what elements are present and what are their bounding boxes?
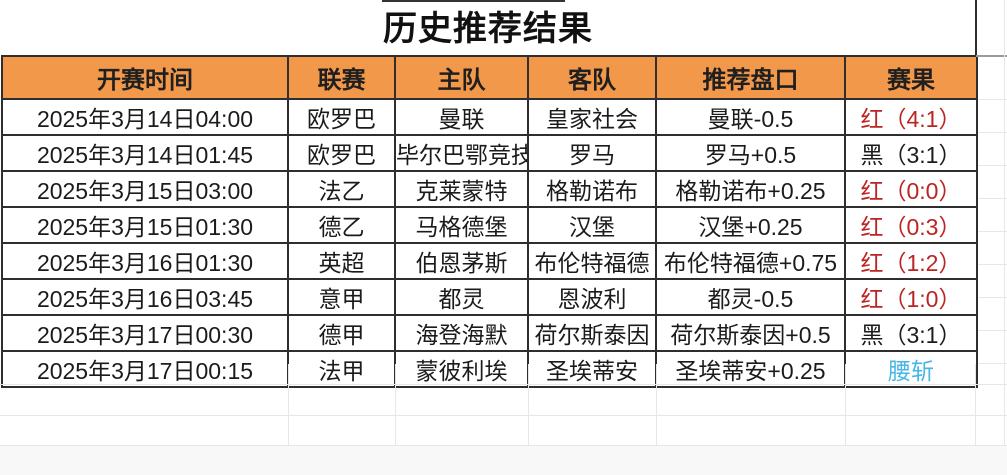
cell-league: 法甲 [287, 350, 396, 388]
cell-home-team: 克莱蒙特 [394, 170, 529, 208]
gridline-right-row [978, 198, 1007, 199]
gridline-right-row [978, 165, 1007, 166]
cell-league: 德甲 [287, 314, 396, 352]
cell-league: 欧罗巴 [287, 98, 396, 136]
gridline-empty-row [0, 415, 1007, 416]
cell-handicap: 曼联-0.5 [655, 98, 846, 136]
cell-away-team: 格勒诺布 [527, 170, 657, 208]
cell-away-team: 皇家社会 [527, 98, 657, 136]
gridline-col [845, 364, 846, 475]
cell-result: 红（0:3） [844, 206, 978, 244]
gridline-col [528, 364, 529, 475]
gridline-right-row [978, 330, 1007, 331]
cell-kickoff-time: 2025年3月16日01:30 [1, 242, 289, 280]
cell-away-team: 圣埃蒂安 [527, 350, 657, 388]
bottom-strip [0, 446, 1007, 475]
gridline-col [395, 364, 396, 475]
cell-result: 腰斩 [844, 350, 978, 388]
cell-away-team: 荷尔斯泰因 [527, 314, 657, 352]
cell-result: 黑（3:1） [844, 134, 978, 172]
gridline-right-table-border-top [975, 0, 977, 55]
cell-league: 德乙 [287, 206, 396, 244]
cell-league: 法乙 [287, 170, 396, 208]
cell-handicap: 格勒诺布+0.25 [655, 170, 846, 208]
cell-handicap: 罗马+0.5 [655, 134, 846, 172]
table-row: 2025年3月16日03:45 意甲 都灵 恩波利 都灵-0.5 红（1:0） [1, 278, 978, 316]
cell-result: 红（0:0） [844, 170, 978, 208]
cell-result: 红（1:2） [844, 242, 978, 280]
cell-league: 英超 [287, 242, 396, 280]
cell-home-team: 蒙彼利埃 [394, 350, 529, 388]
gridline-far-right-column [1004, 0, 1005, 475]
header-away-team: 客队 [527, 55, 657, 100]
cell-handicap: 布伦特福德+0.75 [655, 242, 846, 280]
header-result: 赛果 [844, 55, 978, 100]
gridline-col [288, 364, 289, 475]
cell-handicap: 圣埃蒂安+0.25 [655, 350, 846, 388]
page-title: 历史推荐结果 [383, 10, 593, 48]
header-league: 联赛 [287, 55, 396, 100]
cell-home-team: 海登海默 [394, 314, 529, 352]
gridline-right-row [978, 264, 1007, 265]
table-row: 2025年3月16日01:30 英超 伯恩茅斯 布伦特福德 布伦特福德+0.75… [1, 242, 978, 280]
cell-kickoff-time: 2025年3月17日00:15 [1, 350, 289, 388]
table-row: 2025年3月15日03:00 法乙 克莱蒙特 格勒诺布 格勒诺布+0.25 红… [1, 170, 978, 208]
gridline-right-row [978, 231, 1007, 232]
table-row: 2025年3月17日00:30 德甲 海登海默 荷尔斯泰因 荷尔斯泰因+0.5 … [1, 314, 978, 352]
table-row: 2025年3月14日04:00 欧罗巴 曼联 皇家社会 曼联-0.5 红（4:1… [1, 98, 978, 136]
gridline-col [656, 364, 657, 475]
clipped-top-element [382, 0, 565, 2]
cell-league: 欧罗巴 [287, 134, 396, 172]
cell-kickoff-time: 2025年3月14日04:00 [1, 98, 289, 136]
cell-result: 红（1:0） [844, 278, 978, 316]
table-row: 2025年3月15日01:30 德乙 马格德堡 汉堡 汉堡+0.25 红（0:3… [1, 206, 978, 244]
header-handicap: 推荐盘口 [655, 55, 846, 100]
gridline-col [975, 364, 976, 475]
gridline-right-row [978, 99, 1007, 100]
recommendation-history-table: 开赛时间 联赛 主队 客队 推荐盘口 赛果 2025年3月14日04:00 欧罗… [1, 55, 978, 388]
cell-kickoff-time: 2025年3月14日01:45 [1, 134, 289, 172]
cell-league: 意甲 [287, 278, 396, 316]
cell-handicap: 汉堡+0.25 [655, 206, 846, 244]
gridline-empty-row [0, 445, 1007, 446]
cell-home-team: 毕尔巴鄂竞技 [394, 134, 529, 172]
cell-result: 黑（3:1） [844, 314, 978, 352]
cell-home-team: 曼联 [394, 98, 529, 136]
cell-away-team: 恩波利 [527, 278, 657, 316]
cell-home-team: 伯恩茅斯 [394, 242, 529, 280]
gridline-right-row [978, 132, 1007, 133]
cell-kickoff-time: 2025年3月15日03:00 [1, 170, 289, 208]
gridline-right-header-top [976, 55, 1007, 57]
table-row: 2025年3月14日01:45 欧罗巴 毕尔巴鄂竞技 罗马 罗马+0.5 黑（3… [1, 134, 978, 172]
cell-kickoff-time: 2025年3月16日03:45 [1, 278, 289, 316]
gridline-right-row [978, 297, 1007, 298]
cell-kickoff-time: 2025年3月17日00:30 [1, 314, 289, 352]
header-kickoff-time: 开赛时间 [1, 55, 289, 100]
cell-home-team: 都灵 [394, 278, 529, 316]
table-row: 2025年3月17日00:15 法甲 蒙彼利埃 圣埃蒂安 圣埃蒂安+0.25 腰… [1, 350, 978, 388]
cell-away-team: 汉堡 [527, 206, 657, 244]
cell-handicap: 荷尔斯泰因+0.5 [655, 314, 846, 352]
cell-result: 红（4:1） [844, 98, 978, 136]
cell-handicap: 都灵-0.5 [655, 278, 846, 316]
cell-away-team: 布伦特福德 [527, 242, 657, 280]
table-header-row: 开赛时间 联赛 主队 客队 推荐盘口 赛果 [1, 55, 978, 100]
cell-away-team: 罗马 [527, 134, 657, 172]
table-body: 2025年3月14日04:00 欧罗巴 曼联 皇家社会 曼联-0.5 红（4:1… [1, 98, 978, 388]
gridline-right-row [978, 363, 1007, 364]
cell-kickoff-time: 2025年3月15日01:30 [1, 206, 289, 244]
cell-home-team: 马格德堡 [394, 206, 529, 244]
gridline-empty-row [0, 384, 1007, 385]
header-home-team: 主队 [394, 55, 529, 100]
